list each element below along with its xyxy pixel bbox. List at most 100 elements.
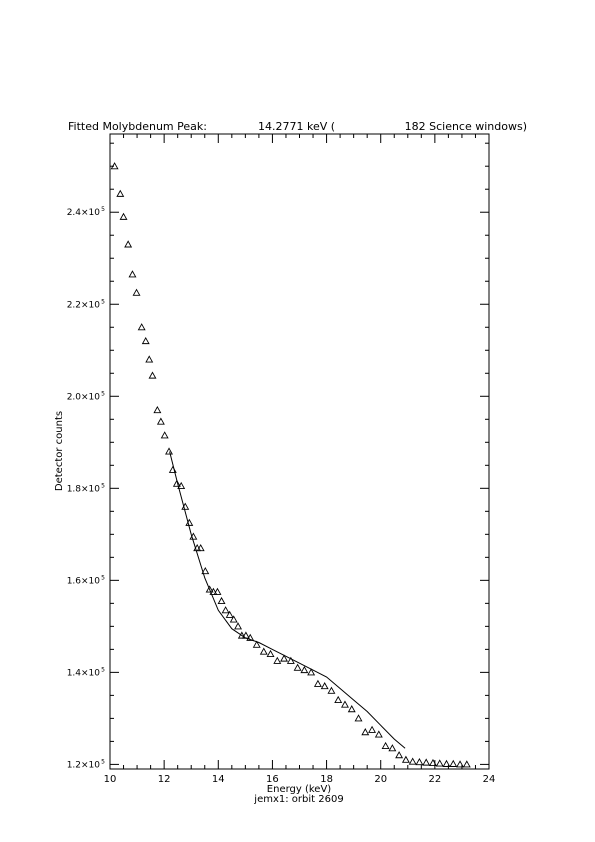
data-point-triangle — [153, 405, 162, 414]
data-point-triangle — [462, 760, 471, 768]
data-point-triangle — [246, 633, 255, 641]
y-axis-label: Detector counts — [54, 411, 65, 491]
data-point-triangle — [168, 465, 177, 473]
y-axis-tick-labels: 1.2×10 51.4×10 51.6×10 51.8×10 52.0×10 52.2×1… — [67, 206, 105, 770]
data-point-triangle — [128, 270, 137, 278]
y-tick-label: 1.8×10 — [67, 484, 101, 494]
data-point-triangle — [241, 631, 250, 639]
y-tick-label-exponent: 5 — [101, 390, 105, 397]
data-point-triangle — [259, 647, 268, 655]
data-point-triangle — [280, 654, 289, 662]
y-tick-label-exponent: 5 — [101, 298, 105, 305]
data-point-triangle — [185, 518, 194, 526]
data-point-triangle — [137, 323, 146, 331]
x-axis-label: Energy (keV) — [267, 784, 332, 795]
fit-line — [169, 451, 406, 749]
x-tick-label: 20 — [374, 774, 387, 785]
data-point-triangle — [209, 587, 218, 595]
data-point-triangle — [110, 162, 119, 170]
data-point-triangle — [307, 668, 316, 676]
data-point-triangle — [401, 755, 410, 763]
y-tick-label: 2.4×10 — [67, 208, 101, 218]
data-point-triangle — [334, 695, 343, 703]
data-point-triangle — [435, 759, 444, 767]
data-point-triangle — [286, 656, 295, 664]
data-point-triangle — [273, 656, 282, 664]
x-tick-label: 12 — [158, 774, 171, 785]
x-tick-label: 18 — [320, 774, 333, 785]
y-tick-label-exponent: 5 — [101, 758, 105, 765]
data-point-triangle — [201, 567, 210, 575]
y-tick-label-exponent: 5 — [101, 574, 105, 581]
data-point-triangle — [160, 431, 169, 439]
data-point-triangle — [428, 758, 437, 767]
fit-curve — [169, 451, 406, 749]
data-point-triangle — [119, 212, 128, 220]
data-point-triangle — [189, 532, 198, 540]
x-tick-label: 10 — [104, 774, 117, 785]
data-point-triangle — [237, 631, 246, 639]
data-point-triangle — [141, 336, 150, 345]
data-point-triangle — [213, 587, 222, 595]
data-point-triangle — [116, 189, 125, 197]
data-point-triangle — [181, 502, 190, 510]
data-point-triangle — [442, 759, 451, 767]
title-windows: 182 Science windows) — [405, 120, 527, 133]
footer-caption: jemx1: orbit 2609 — [253, 794, 343, 805]
x-tick-label: 16 — [266, 774, 279, 785]
data-point-triangle — [320, 682, 329, 690]
data-point-triangle — [449, 759, 458, 767]
data-point-triangle — [415, 757, 424, 766]
y-tick-label: 1.2×10 — [67, 760, 101, 770]
data-point-triangle — [327, 686, 336, 694]
x-tick-label: 22 — [428, 774, 441, 785]
data-point-triangle — [347, 705, 356, 713]
x-tick-label: 24 — [483, 774, 496, 785]
data-point-triangle — [165, 447, 173, 455]
y-axis-ticks — [110, 142, 489, 765]
data-point-triangle — [229, 615, 238, 623]
title-energy: 14.2771 keV ( — [258, 120, 335, 133]
data-point-triangle — [172, 479, 181, 487]
data-point-triangle — [266, 649, 275, 657]
y-tick-label: 2.0×10 — [67, 392, 101, 402]
data-point-triangle — [395, 751, 404, 759]
data-point-triangle — [354, 714, 363, 722]
y-tick-label-exponent: 5 — [101, 206, 105, 213]
data-point-triangle — [148, 371, 157, 379]
y-tick-label: 1.4×10 — [67, 668, 101, 678]
data-point-triangle — [217, 596, 226, 605]
data-point-triangle — [374, 730, 383, 738]
data-points — [110, 162, 471, 768]
y-tick-label-exponent: 5 — [101, 482, 105, 489]
data-point-triangle — [422, 758, 431, 766]
data-point-triangle — [205, 585, 214, 593]
data-point-triangle — [381, 741, 390, 750]
data-point-triangle — [293, 663, 302, 671]
data-point-triangle — [145, 355, 154, 363]
data-point-triangle — [456, 760, 464, 768]
data-point-triangle — [252, 640, 261, 648]
data-point-triangle — [124, 240, 133, 248]
data-point-triangle — [388, 744, 397, 752]
y-tick-label: 1.6×10 — [67, 576, 101, 586]
data-point-triangle — [132, 288, 141, 296]
data-point-triangle — [225, 610, 234, 618]
y-tick-label-exponent: 5 — [101, 666, 105, 673]
data-point-triangle — [234, 622, 243, 630]
data-point-triangle — [196, 544, 205, 552]
data-point-triangle — [177, 481, 186, 490]
data-point-triangle — [300, 665, 309, 674]
data-point-triangle — [313, 679, 322, 687]
data-point-triangle — [408, 757, 417, 765]
data-point-triangle — [221, 606, 230, 614]
data-point-triangle — [361, 728, 370, 736]
x-tick-label: 14 — [212, 774, 225, 785]
data-point-triangle — [156, 417, 165, 425]
x-axis-ticks — [109, 134, 490, 769]
x-axis-tick-labels: 10 12 14 16 18 20 22 24 — [104, 774, 496, 785]
title-prefix: Fitted Molybdenum Peak: — [68, 120, 207, 133]
y-tick-label: 2.2×10 — [67, 300, 101, 310]
data-point-triangle — [341, 700, 349, 708]
